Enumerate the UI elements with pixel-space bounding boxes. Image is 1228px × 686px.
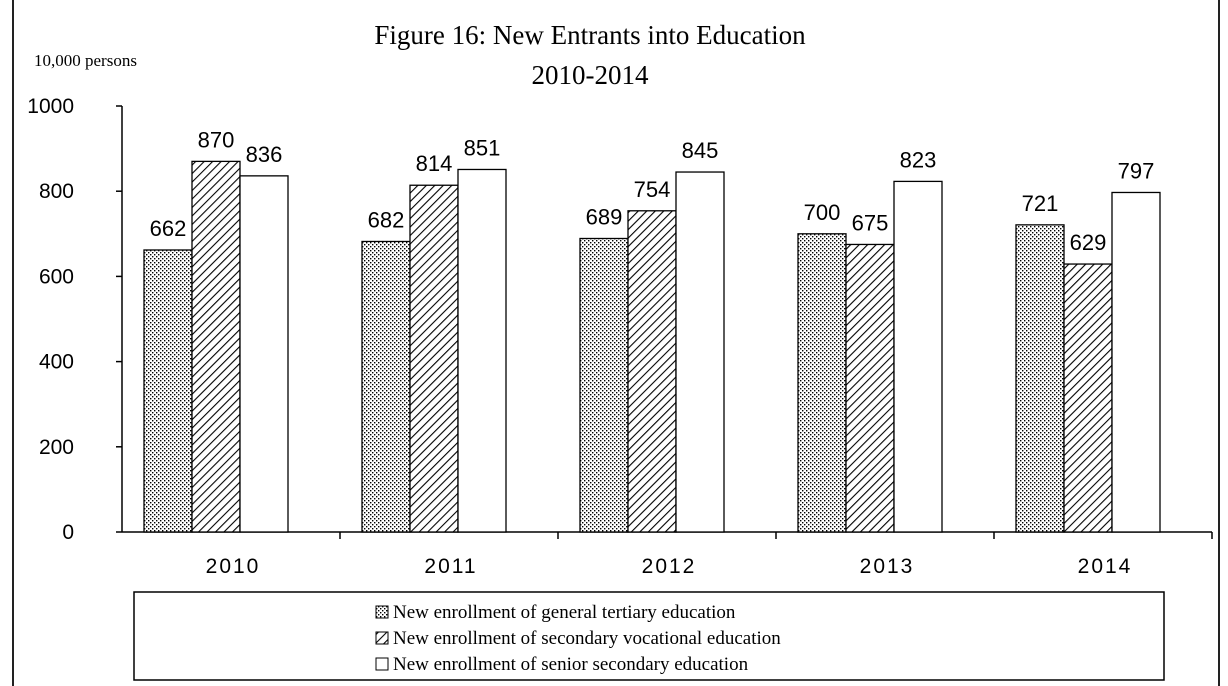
data-label-2013-series-2: 675	[852, 210, 889, 235]
frame-left-border	[12, 0, 14, 686]
data-label-2010-series-3: 836	[246, 142, 283, 167]
data-label-2010-series-2: 870	[198, 127, 235, 152]
chart-title-line1: Figure 16: New Entrants into Education	[374, 20, 806, 50]
bar-2014-series-3	[1111, 191, 1161, 533]
data-label-2012-series-2: 754	[634, 177, 671, 202]
chart-title-line2: 2010-2014	[532, 60, 649, 90]
legend-swatch-series-3	[375, 657, 389, 671]
bar-2014-series-2	[1063, 263, 1113, 533]
bar-2012-series-3	[675, 171, 725, 533]
bar-2010-series-3	[239, 175, 289, 533]
x-axis-tick-label-2011: 2011	[424, 555, 477, 578]
bar-2010-series-2	[191, 160, 241, 533]
legend-label-series-1: New enrollment of general tertiary educa…	[393, 602, 736, 623]
legend-label-series-3: New enrollment of senior secondary educa…	[393, 654, 749, 675]
frame-right-border	[1218, 0, 1220, 686]
x-axis-tick-label-2013: 2013	[860, 555, 915, 578]
data-label-2014-series-1: 721	[1022, 191, 1059, 216]
data-label-2012-series-3: 845	[682, 138, 719, 163]
data-label-2012-series-1: 689	[586, 204, 623, 229]
bar-2013-series-3	[893, 180, 943, 533]
bar-2014-series-1	[1015, 224, 1065, 533]
bar-2011-series-1	[361, 240, 411, 533]
data-label-2014-series-3: 797	[1118, 158, 1155, 183]
data-label-2010-series-1: 662	[150, 216, 187, 241]
legend: New enrollment of general tertiary educa…	[133, 591, 1165, 681]
data-label-2011-series-2: 814	[416, 151, 453, 176]
y-axis-tick-label: 0	[62, 521, 74, 544]
bar-2012-series-2	[627, 210, 677, 533]
legend-swatch-series-2	[375, 631, 389, 645]
bars	[143, 160, 1161, 533]
y-axis-tick-label: 600	[39, 265, 74, 288]
y-axis-tick-label: 800	[39, 180, 74, 203]
data-label-2013-series-1: 700	[804, 200, 841, 225]
legend-box	[133, 591, 1165, 681]
legend-swatch-series-1	[375, 605, 389, 619]
y-axis-tick-label: 400	[39, 351, 74, 374]
legend-label-series-2: New enrollment of secondary vocational e…	[393, 628, 781, 649]
y-axis-tick-labels: 0 200 400 600 800 1000	[27, 95, 74, 544]
value-labels: 662 870 836 682 814 851 689 754 845 700 675 823 721 6…	[150, 127, 1155, 255]
x-axis-tick-labels: 2010 2011 2012 2013 2014	[206, 555, 1133, 578]
bar-2012-series-1	[579, 237, 629, 533]
data-label-2011-series-3: 851	[464, 135, 501, 160]
bar-2013-series-1	[797, 233, 847, 533]
y-axis-tick-label: 200	[39, 436, 74, 459]
x-axis-tick-label-2012: 2012	[642, 555, 697, 578]
y-axis-unit-label: 10,000 persons	[34, 51, 137, 70]
y-axis-tick-label: 1000	[27, 95, 74, 118]
bar-2010-series-1	[143, 249, 193, 533]
bar-2013-series-2	[845, 243, 895, 533]
x-axis-tick-label-2014: 2014	[1078, 555, 1133, 578]
bar-2011-series-3	[457, 168, 507, 533]
data-label-2013-series-3: 823	[900, 147, 937, 172]
data-label-2014-series-2: 629	[1070, 230, 1107, 255]
x-axis-tick-label-2010: 2010	[206, 555, 261, 578]
bar-2011-series-2	[409, 184, 459, 533]
data-label-2011-series-1: 682	[368, 207, 405, 232]
